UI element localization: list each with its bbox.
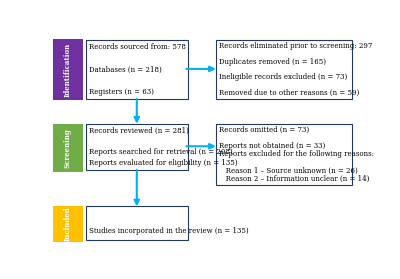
Text: Reports excluded for the following reasons:: Reports excluded for the following reaso…	[219, 150, 374, 158]
Text: Records omitted (n = 73): Records omitted (n = 73)	[219, 126, 309, 134]
Text: Duplicates removed (n = 165): Duplicates removed (n = 165)	[219, 57, 326, 66]
Text: Reason 2 – Information unclear (n = 14): Reason 2 – Information unclear (n = 14)	[219, 175, 369, 183]
Text: Reports searched for retrieval (n = 208): Reports searched for retrieval (n = 208)	[89, 148, 232, 156]
Text: Reports not obtained (n = 33): Reports not obtained (n = 33)	[219, 142, 325, 150]
FancyBboxPatch shape	[53, 39, 82, 100]
FancyBboxPatch shape	[53, 206, 82, 242]
Text: Included: Included	[64, 207, 72, 241]
Text: Ineligible records excluded (n = 73): Ineligible records excluded (n = 73)	[219, 73, 347, 81]
FancyBboxPatch shape	[216, 40, 352, 99]
Text: Records eliminated prior to screening: 297: Records eliminated prior to screening: 2…	[219, 42, 372, 50]
FancyBboxPatch shape	[86, 206, 188, 240]
Text: Registers (n = 63): Registers (n = 63)	[89, 88, 154, 96]
Text: Reports evaluated for eligibility (n = 135): Reports evaluated for eligibility (n = 1…	[89, 159, 237, 167]
FancyBboxPatch shape	[216, 124, 352, 185]
FancyBboxPatch shape	[86, 124, 188, 170]
Text: Studies incorporated in the review (n = 135): Studies incorporated in the review (n = …	[89, 227, 248, 235]
Text: Reason 1 – Source unknown (n = 26): Reason 1 – Source unknown (n = 26)	[219, 167, 358, 175]
Text: Removed due to other reasons (n = 59): Removed due to other reasons (n = 59)	[219, 89, 359, 97]
FancyBboxPatch shape	[53, 124, 82, 172]
Text: Screening: Screening	[64, 128, 72, 168]
Text: Databases (n = 218): Databases (n = 218)	[89, 66, 162, 73]
Text: Records sourced from: 578: Records sourced from: 578	[89, 43, 186, 51]
Text: Identification: Identification	[64, 42, 72, 97]
FancyBboxPatch shape	[86, 40, 188, 99]
Text: Records reviewed (n = 281): Records reviewed (n = 281)	[89, 127, 189, 135]
